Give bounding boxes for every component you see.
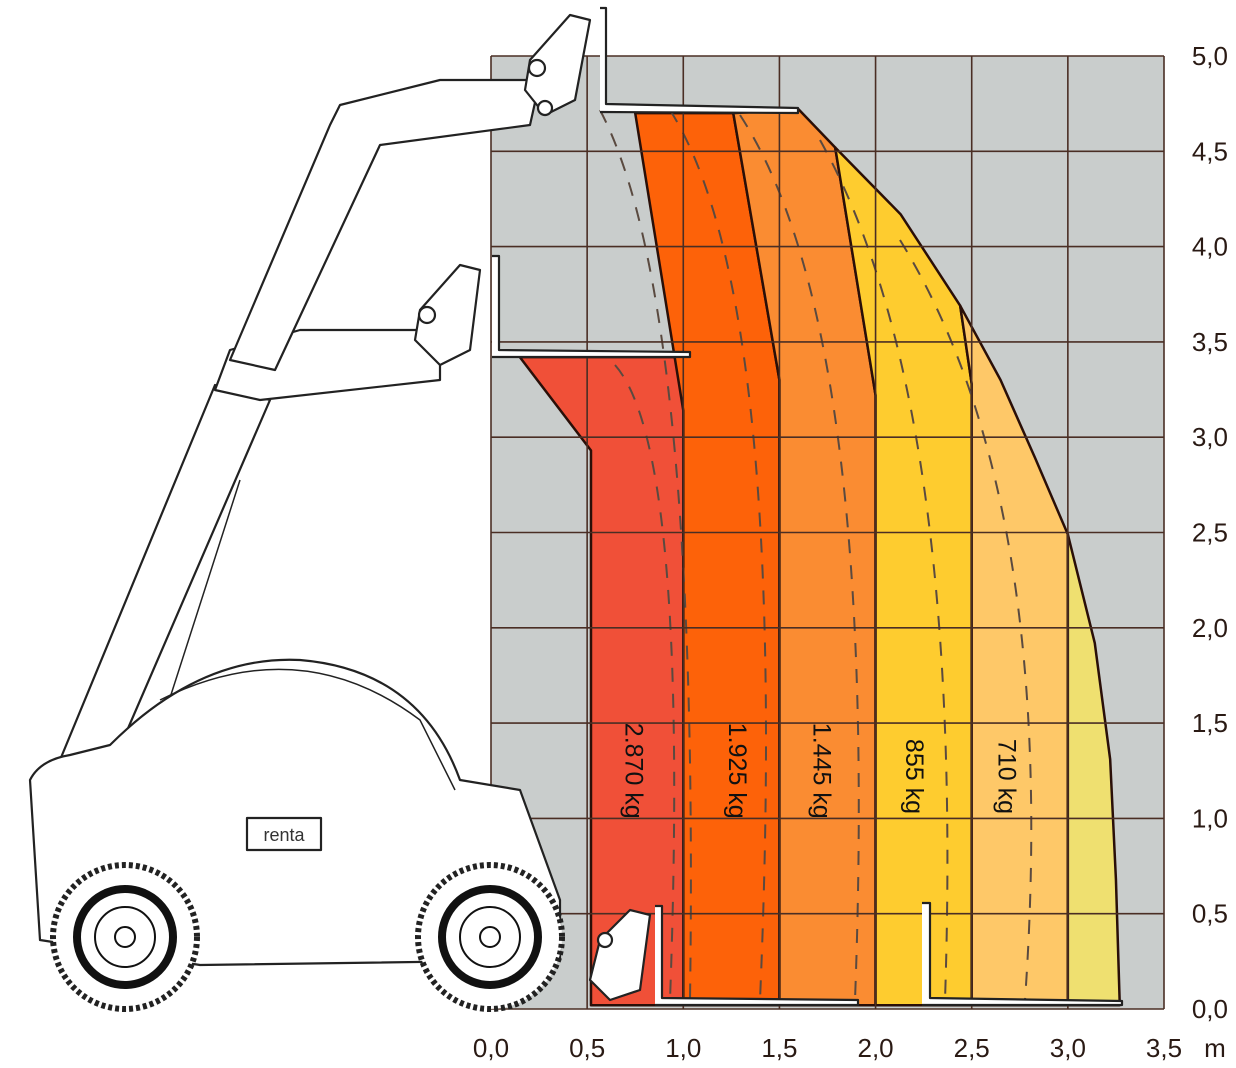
- x-tick-label: 1,5: [761, 1033, 797, 1063]
- pivot-pin: [417, 305, 437, 325]
- fork-carriage-low: [588, 908, 652, 1002]
- x-tick-label: 3,5: [1146, 1033, 1182, 1063]
- x-axis-unit: m: [1204, 1033, 1226, 1063]
- zone-capacity-label: 710 kg: [992, 739, 1020, 814]
- renta-logo: [245, 816, 323, 852]
- y-tick-label: 4,5: [1192, 136, 1228, 166]
- cab-arc: [159, 668, 456, 791]
- x-tick-label: 1,0: [665, 1033, 701, 1063]
- pivot-pin: [527, 58, 547, 78]
- zone-capacity-label: 2.870 kg: [619, 723, 647, 819]
- reach-arc: [599, 109, 692, 1001]
- x-tick-label: 3,0: [1050, 1033, 1086, 1063]
- y-tick-label: 3,5: [1192, 327, 1228, 357]
- renta-logo-text: renta: [263, 825, 305, 845]
- x-tick-label: 0,5: [569, 1033, 605, 1063]
- y-tick-label: 1,0: [1192, 803, 1228, 833]
- y-tick-label: 4,0: [1192, 232, 1228, 262]
- front-wheel: [415, 862, 565, 1012]
- zone-capacity-label: 1.925 kg: [723, 723, 751, 819]
- y-tick-label: 2,5: [1192, 518, 1228, 548]
- axis-ticks: 0,0 0,5 1,0 1,5 2,0 2,5 3,0 3,5 0,0 0,5 1,0 1,5 2,0 2…: [473, 41, 1228, 1063]
- zone-capacity-label: 1.445 kg: [808, 723, 836, 819]
- x-tick-label: 2,0: [857, 1033, 893, 1063]
- fork-carriage-mid: [413, 263, 482, 367]
- x-tick-label: 2,5: [954, 1033, 990, 1063]
- y-tick-label: 3,0: [1192, 422, 1228, 452]
- fork-low: [655, 904, 860, 1007]
- y-tick-label: 0,5: [1192, 899, 1228, 929]
- reach-arc: [669, 109, 767, 1001]
- y-tick-label: 1,5: [1192, 708, 1228, 738]
- fork-carriage-top: [523, 13, 592, 117]
- reach-arc: [739, 114, 860, 1001]
- x-tick-label: 0,0: [473, 1033, 509, 1063]
- fork-mid: [492, 254, 692, 359]
- pivot-pin: [536, 99, 554, 117]
- y-tick-label: 2,0: [1192, 613, 1228, 643]
- y-tick-label: 5,0: [1192, 41, 1228, 71]
- telehandler-illustration: renta: [28, 6, 1124, 1012]
- reach-arc: [899, 239, 1033, 1001]
- reach-arc: [819, 139, 949, 1001]
- grid: [490, 55, 1165, 1010]
- y-tick-label: 0,0: [1192, 994, 1228, 1024]
- zone-capacity-label: 855 kg: [900, 739, 928, 814]
- reach-arcs: [599, 109, 1033, 1001]
- pivot-pin: [596, 931, 614, 949]
- fork-top: [599, 6, 800, 115]
- reach-arc: [614, 364, 676, 1001]
- rear-wheel: [50, 862, 200, 1012]
- zone-labels: 2.870 kg 1.925 kg 1.445 kg 855 kg 710 kg: [619, 723, 1020, 819]
- fork-extended: [922, 901, 1124, 1007]
